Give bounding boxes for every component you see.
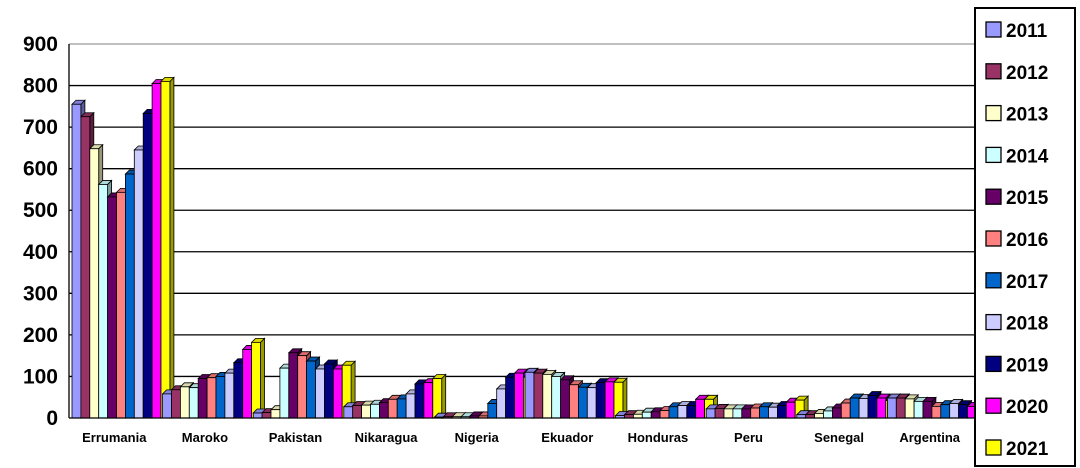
x-tick-label: Errumania bbox=[82, 430, 147, 445]
legend-label: 2011 bbox=[1006, 21, 1048, 42]
legend-label: 2013 bbox=[1006, 105, 1048, 126]
legend-label: 2015 bbox=[1006, 188, 1049, 209]
gridlines bbox=[69, 43, 975, 378]
y-tick-label: 400 bbox=[23, 241, 58, 264]
legend-swatch bbox=[985, 355, 1002, 373]
legend-swatch bbox=[985, 397, 1002, 414]
legend: 2011 2012 2013 2014 2015 2016 2017 2018 2019 2020… bbox=[974, 7, 1076, 467]
y-tick-label: 600 bbox=[23, 158, 58, 181]
bars bbox=[71, 76, 991, 419]
x-tick-label: Argentina bbox=[899, 430, 960, 445]
legend-swatch bbox=[985, 272, 1002, 289]
bar bbox=[250, 337, 266, 419]
legend-swatch bbox=[985, 63, 1002, 80]
y-axis: 0 100 200 300 400 500 600 700 800 900 bbox=[23, 33, 70, 430]
legend-label: 2014 bbox=[1006, 146, 1049, 167]
x-tick-label: Nikaragua bbox=[355, 430, 419, 445]
legend-swatch bbox=[985, 313, 1002, 331]
y-tick-label: 0 bbox=[46, 407, 58, 430]
legend-label: 2016 bbox=[1006, 230, 1048, 251]
legend-swatch bbox=[985, 146, 1002, 164]
legend-label: 2019 bbox=[1006, 355, 1048, 376]
legend-label: 2017 bbox=[1006, 272, 1048, 293]
y-tick-label: 700 bbox=[23, 116, 58, 139]
x-axis: Errumania Maroko Pakistan Nikaragua Nigeria E… bbox=[69, 417, 975, 445]
bar bbox=[160, 76, 175, 419]
y-tick-label: 300 bbox=[23, 282, 58, 305]
x-tick-label: Nigeria bbox=[455, 430, 500, 445]
x-tick-label: Maroko bbox=[182, 430, 228, 445]
legend-swatch bbox=[985, 104, 1002, 122]
legend-label: 2018 bbox=[1006, 314, 1048, 335]
legend-swatch bbox=[985, 439, 1002, 456]
bar bbox=[431, 373, 447, 419]
legend-label: 2021 bbox=[1006, 439, 1049, 460]
y-tick-label: 100 bbox=[23, 365, 58, 388]
legend-swatch bbox=[985, 21, 1002, 38]
x-tick-label: Honduras bbox=[628, 430, 689, 445]
legend-label: 2012 bbox=[1006, 63, 1048, 84]
x-tick-label: Pakistan bbox=[269, 430, 323, 445]
legend-swatch bbox=[985, 230, 1002, 247]
x-tick-label: Senegal bbox=[814, 430, 864, 445]
x-tick-label: Ekuador bbox=[541, 430, 593, 445]
y-tick-label: 900 bbox=[23, 33, 58, 56]
y-tick-label: 200 bbox=[23, 324, 58, 347]
y-tick-label: 800 bbox=[23, 75, 58, 98]
y-tick-label: 500 bbox=[23, 199, 58, 222]
bar bbox=[613, 377, 628, 419]
x-tick-label: Peru bbox=[734, 430, 763, 445]
legend-swatch bbox=[985, 188, 1002, 205]
legend-label: 2020 bbox=[1006, 397, 1048, 418]
